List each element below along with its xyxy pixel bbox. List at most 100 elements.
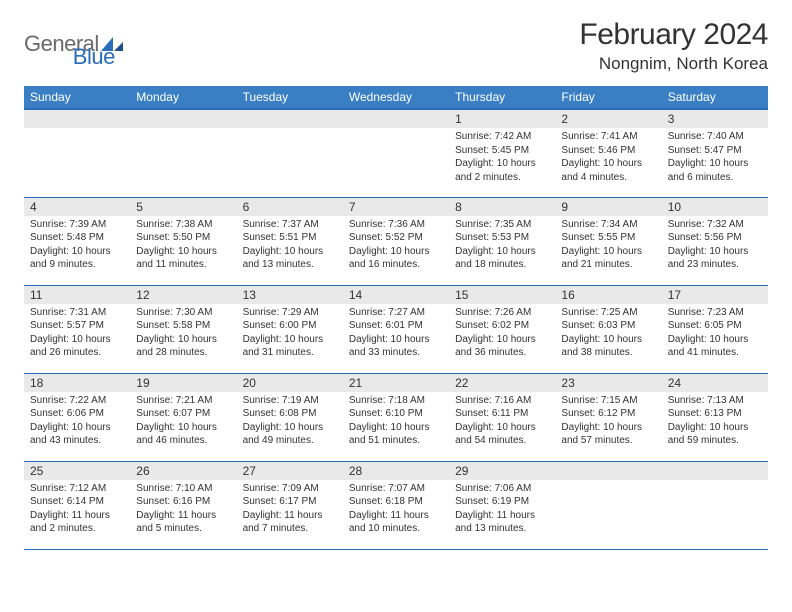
calendar-day-cell: 24Sunrise: 7:13 AMSunset: 6:13 PMDayligh… — [662, 373, 768, 461]
day-detail: Sunrise: 7:36 AMSunset: 5:52 PMDaylight:… — [343, 216, 449, 276]
calendar-day-cell: 29Sunrise: 7:06 AMSunset: 6:19 PMDayligh… — [449, 461, 555, 549]
day-number: 9 — [555, 198, 661, 216]
day-detail: Sunrise: 7:30 AMSunset: 5:58 PMDaylight:… — [130, 304, 236, 364]
calendar-empty-cell — [343, 109, 449, 197]
calendar-day-cell: 23Sunrise: 7:15 AMSunset: 6:12 PMDayligh… — [555, 373, 661, 461]
weekday-header: Tuesday — [237, 86, 343, 109]
calendar-day-cell: 15Sunrise: 7:26 AMSunset: 6:02 PMDayligh… — [449, 285, 555, 373]
day-detail: Sunrise: 7:27 AMSunset: 6:01 PMDaylight:… — [343, 304, 449, 364]
day-detail: Sunrise: 7:35 AMSunset: 5:53 PMDaylight:… — [449, 216, 555, 276]
calendar-week-row: 1Sunrise: 7:42 AMSunset: 5:45 PMDaylight… — [24, 109, 768, 197]
day-detail: Sunrise: 7:07 AMSunset: 6:18 PMDaylight:… — [343, 480, 449, 540]
calendar-day-cell: 19Sunrise: 7:21 AMSunset: 6:07 PMDayligh… — [130, 373, 236, 461]
calendar-body: 1Sunrise: 7:42 AMSunset: 5:45 PMDaylight… — [24, 109, 768, 549]
weekday-header: Sunday — [24, 86, 130, 109]
calendar-day-cell: 10Sunrise: 7:32 AMSunset: 5:56 PMDayligh… — [662, 197, 768, 285]
day-detail — [130, 128, 236, 190]
day-number — [555, 462, 661, 480]
calendar-week-row: 18Sunrise: 7:22 AMSunset: 6:06 PMDayligh… — [24, 373, 768, 461]
calendar-day-cell: 1Sunrise: 7:42 AMSunset: 5:45 PMDaylight… — [449, 109, 555, 197]
calendar-day-cell: 21Sunrise: 7:18 AMSunset: 6:10 PMDayligh… — [343, 373, 449, 461]
location-label: Nongnim, North Korea — [579, 54, 768, 74]
day-detail: Sunrise: 7:42 AMSunset: 5:45 PMDaylight:… — [449, 128, 555, 188]
header: General Blue February 2024 Nongnim, Nort… — [24, 18, 768, 74]
day-detail: Sunrise: 7:41 AMSunset: 5:46 PMDaylight:… — [555, 128, 661, 188]
calendar-day-cell: 26Sunrise: 7:10 AMSunset: 6:16 PMDayligh… — [130, 461, 236, 549]
day-detail: Sunrise: 7:32 AMSunset: 5:56 PMDaylight:… — [662, 216, 768, 276]
weekday-header: Thursday — [449, 86, 555, 109]
day-number: 6 — [237, 198, 343, 216]
day-number: 5 — [130, 198, 236, 216]
calendar-day-cell: 20Sunrise: 7:19 AMSunset: 6:08 PMDayligh… — [237, 373, 343, 461]
calendar-week-row: 11Sunrise: 7:31 AMSunset: 5:57 PMDayligh… — [24, 285, 768, 373]
day-number: 4 — [24, 198, 130, 216]
weekday-header: Friday — [555, 86, 661, 109]
day-detail: Sunrise: 7:31 AMSunset: 5:57 PMDaylight:… — [24, 304, 130, 364]
day-detail: Sunrise: 7:09 AMSunset: 6:17 PMDaylight:… — [237, 480, 343, 540]
day-number — [237, 110, 343, 128]
day-number: 7 — [343, 198, 449, 216]
day-number: 1 — [449, 110, 555, 128]
calendar-day-cell: 13Sunrise: 7:29 AMSunset: 6:00 PMDayligh… — [237, 285, 343, 373]
day-detail: Sunrise: 7:13 AMSunset: 6:13 PMDaylight:… — [662, 392, 768, 452]
day-number — [130, 110, 236, 128]
day-number: 13 — [237, 286, 343, 304]
day-detail — [24, 128, 130, 190]
logo-sail-icon — [99, 35, 125, 53]
calendar-day-cell: 16Sunrise: 7:25 AMSunset: 6:03 PMDayligh… — [555, 285, 661, 373]
calendar-day-cell: 18Sunrise: 7:22 AMSunset: 6:06 PMDayligh… — [24, 373, 130, 461]
calendar-table: SundayMondayTuesdayWednesdayThursdayFrid… — [24, 86, 768, 550]
calendar-day-cell: 3Sunrise: 7:40 AMSunset: 5:47 PMDaylight… — [662, 109, 768, 197]
day-number: 25 — [24, 462, 130, 480]
title-block: February 2024 Nongnim, North Korea — [579, 18, 768, 74]
day-number: 23 — [555, 374, 661, 392]
calendar-week-row: 4Sunrise: 7:39 AMSunset: 5:48 PMDaylight… — [24, 197, 768, 285]
day-detail: Sunrise: 7:15 AMSunset: 6:12 PMDaylight:… — [555, 392, 661, 452]
calendar-day-cell: 11Sunrise: 7:31 AMSunset: 5:57 PMDayligh… — [24, 285, 130, 373]
day-detail: Sunrise: 7:25 AMSunset: 6:03 PMDaylight:… — [555, 304, 661, 364]
calendar-empty-cell — [555, 461, 661, 549]
day-detail: Sunrise: 7:29 AMSunset: 6:00 PMDaylight:… — [237, 304, 343, 364]
day-detail — [237, 128, 343, 190]
day-detail: Sunrise: 7:34 AMSunset: 5:55 PMDaylight:… — [555, 216, 661, 276]
calendar-day-cell: 22Sunrise: 7:16 AMSunset: 6:11 PMDayligh… — [449, 373, 555, 461]
logo: General Blue — [24, 18, 115, 70]
day-detail: Sunrise: 7:23 AMSunset: 6:05 PMDaylight:… — [662, 304, 768, 364]
page-title: February 2024 — [579, 18, 768, 52]
day-detail: Sunrise: 7:21 AMSunset: 6:07 PMDaylight:… — [130, 392, 236, 452]
day-detail: Sunrise: 7:10 AMSunset: 6:16 PMDaylight:… — [130, 480, 236, 540]
weekday-header-row: SundayMondayTuesdayWednesdayThursdayFrid… — [24, 86, 768, 109]
calendar-day-cell: 25Sunrise: 7:12 AMSunset: 6:14 PMDayligh… — [24, 461, 130, 549]
calendar-day-cell: 8Sunrise: 7:35 AMSunset: 5:53 PMDaylight… — [449, 197, 555, 285]
calendar-day-cell: 2Sunrise: 7:41 AMSunset: 5:46 PMDaylight… — [555, 109, 661, 197]
day-number: 22 — [449, 374, 555, 392]
calendar-empty-cell — [237, 109, 343, 197]
day-detail: Sunrise: 7:06 AMSunset: 6:19 PMDaylight:… — [449, 480, 555, 540]
day-detail: Sunrise: 7:22 AMSunset: 6:06 PMDaylight:… — [24, 392, 130, 452]
day-detail — [343, 128, 449, 190]
calendar-day-cell: 27Sunrise: 7:09 AMSunset: 6:17 PMDayligh… — [237, 461, 343, 549]
day-number: 16 — [555, 286, 661, 304]
day-number — [662, 462, 768, 480]
day-number: 3 — [662, 110, 768, 128]
calendar-day-cell: 7Sunrise: 7:36 AMSunset: 5:52 PMDaylight… — [343, 197, 449, 285]
calendar-week-row: 25Sunrise: 7:12 AMSunset: 6:14 PMDayligh… — [24, 461, 768, 549]
calendar-page: General Blue February 2024 Nongnim, Nort… — [0, 0, 792, 568]
day-detail: Sunrise: 7:40 AMSunset: 5:47 PMDaylight:… — [662, 128, 768, 188]
day-number: 19 — [130, 374, 236, 392]
day-number — [343, 110, 449, 128]
day-number: 21 — [343, 374, 449, 392]
calendar-day-cell: 17Sunrise: 7:23 AMSunset: 6:05 PMDayligh… — [662, 285, 768, 373]
day-detail: Sunrise: 7:37 AMSunset: 5:51 PMDaylight:… — [237, 216, 343, 276]
weekday-header: Wednesday — [343, 86, 449, 109]
day-number: 27 — [237, 462, 343, 480]
weekday-header: Monday — [130, 86, 236, 109]
day-detail: Sunrise: 7:19 AMSunset: 6:08 PMDaylight:… — [237, 392, 343, 452]
day-number: 12 — [130, 286, 236, 304]
calendar-day-cell: 6Sunrise: 7:37 AMSunset: 5:51 PMDaylight… — [237, 197, 343, 285]
day-detail: Sunrise: 7:12 AMSunset: 6:14 PMDaylight:… — [24, 480, 130, 540]
day-number: 26 — [130, 462, 236, 480]
calendar-day-cell: 4Sunrise: 7:39 AMSunset: 5:48 PMDaylight… — [24, 197, 130, 285]
weekday-header: Saturday — [662, 86, 768, 109]
calendar-day-cell: 28Sunrise: 7:07 AMSunset: 6:18 PMDayligh… — [343, 461, 449, 549]
